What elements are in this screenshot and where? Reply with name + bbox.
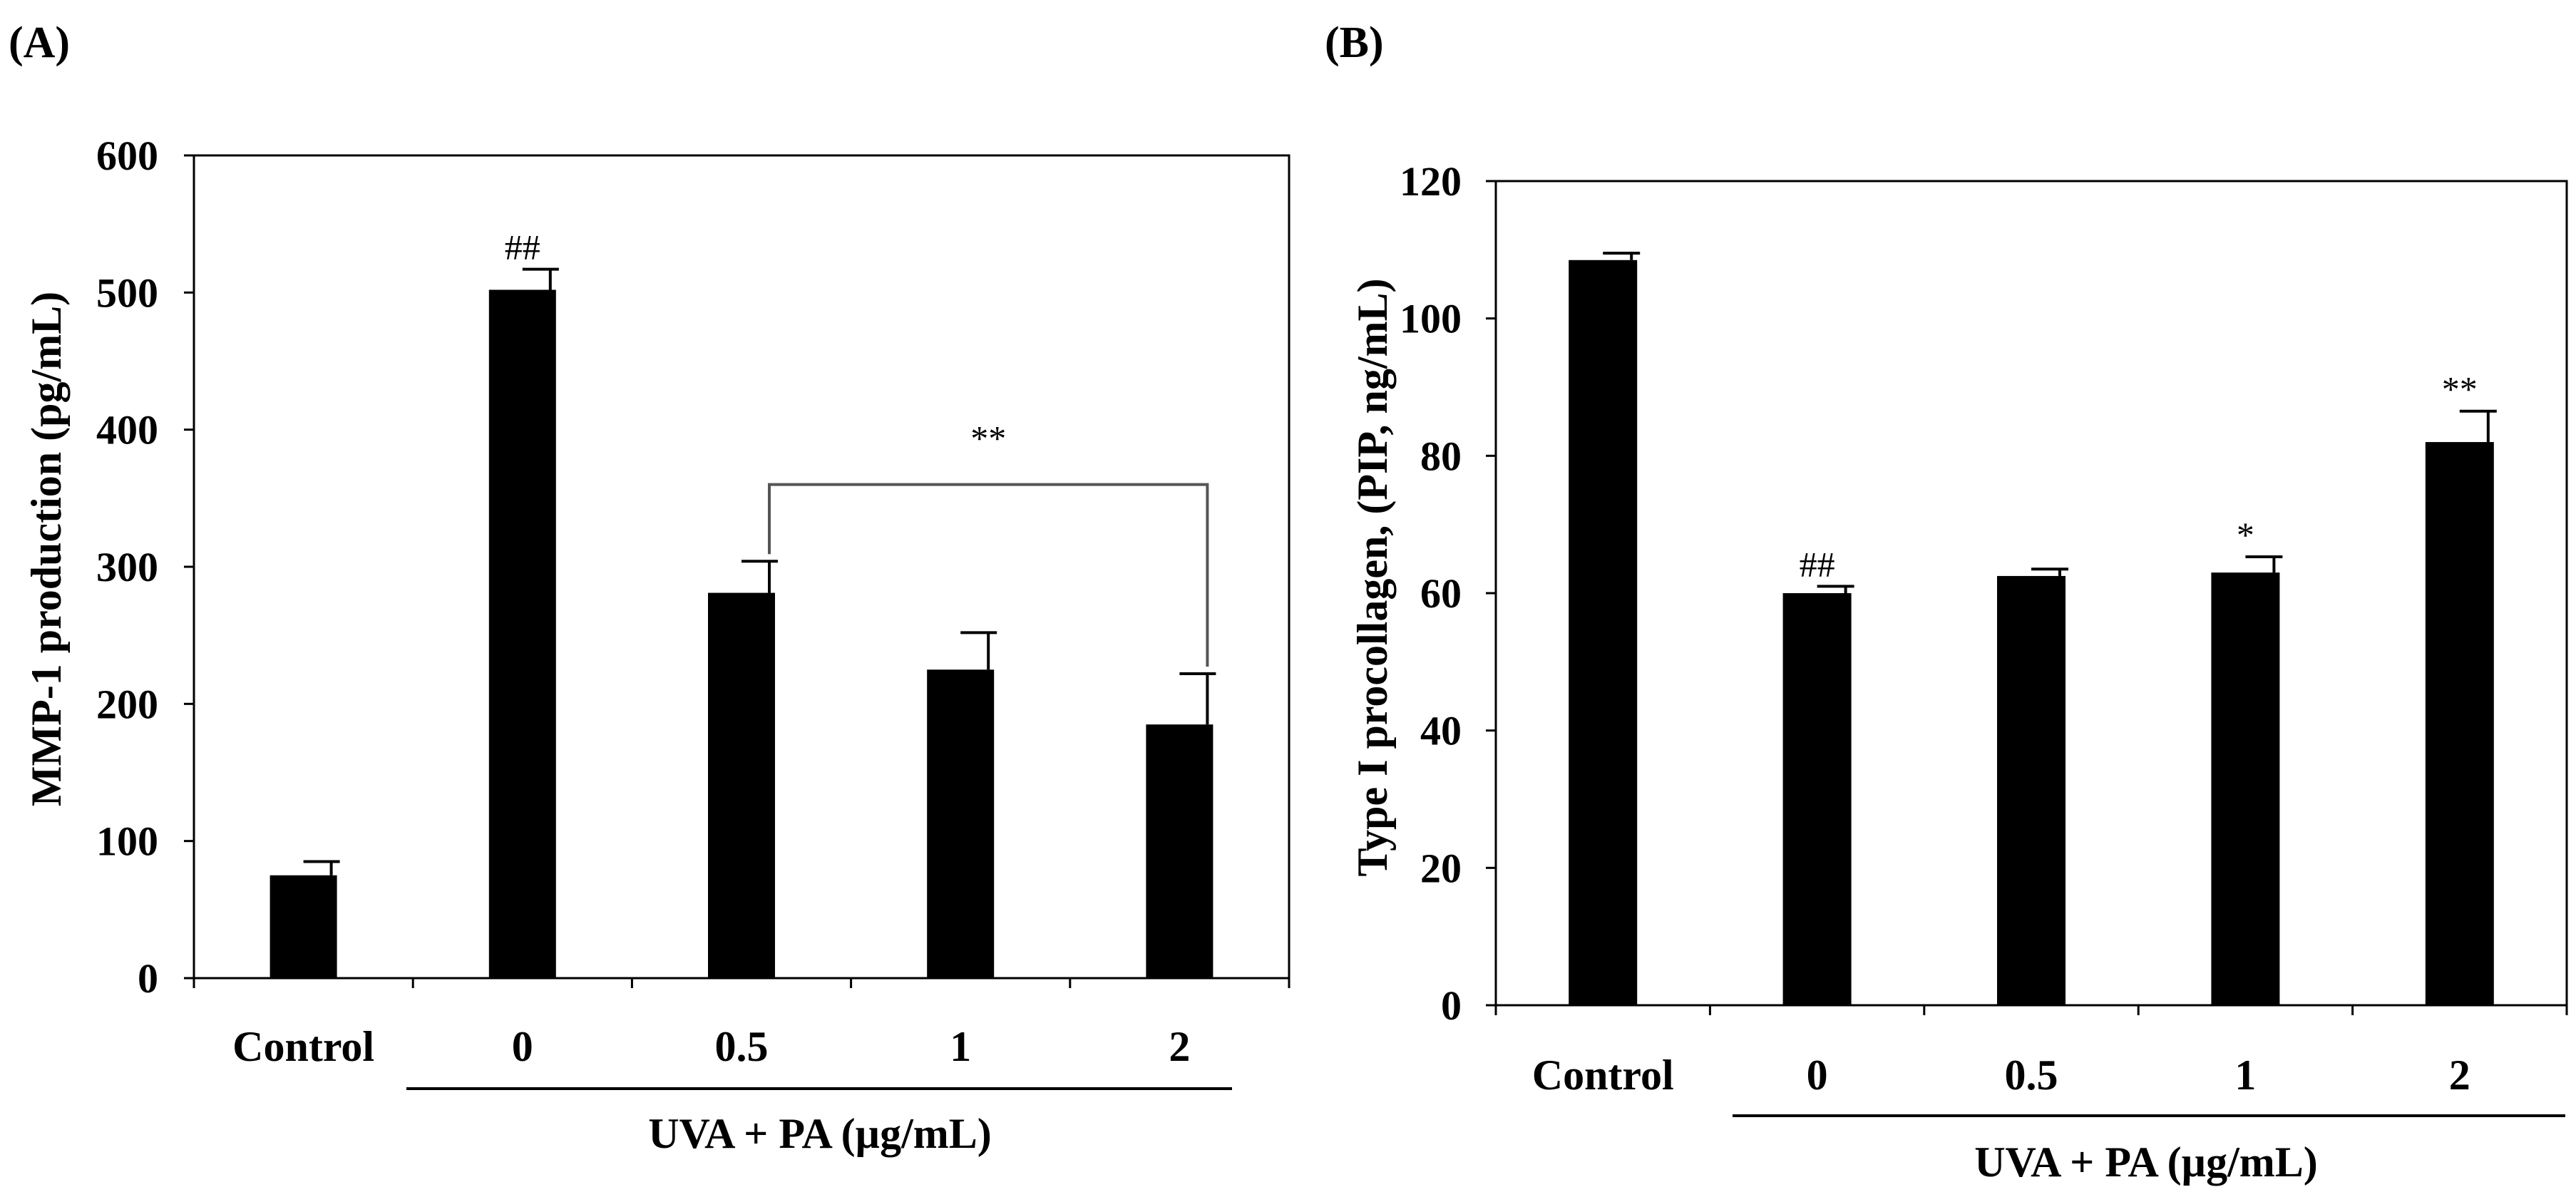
panel-b-y-tick-label: 60 — [1420, 570, 1462, 617]
panel-b-label: (B) — [1325, 19, 1384, 67]
panel-a-bar — [927, 669, 995, 978]
panel-a-category-label: 2 — [1169, 1023, 1190, 1070]
panel-a-y-tick-label: 400 — [96, 407, 158, 453]
panel-a-label: (A) — [9, 19, 70, 67]
panel-a-category-labels: Control 0 0.5 1 2 — [232, 1023, 1190, 1070]
chart-panel-a: (A) MMP-1 production (pg/mL) 0 100 200 300 4… — [9, 19, 1290, 1157]
panel-a-y-tick-label: 0 — [138, 955, 158, 1002]
panel-a-bars — [270, 267, 1216, 978]
panel-b-bar — [2425, 442, 2494, 1005]
panel-b-category-labels: Control 0 0.5 1 2 — [1532, 1052, 2470, 1099]
panel-a-bracket-label: ** — [970, 418, 1006, 458]
panel-a-y-tick-label: 600 — [96, 133, 158, 179]
panel-a-bar — [488, 289, 556, 978]
panel-b-significance-mark: * — [2237, 515, 2254, 555]
panel-b-category-label: 2 — [2449, 1052, 2470, 1099]
panel-a-bar — [270, 875, 337, 978]
panel-b-y-ticks: 0 20 40 60 80 100 120 — [1400, 158, 1496, 1029]
panel-b-bar — [2211, 572, 2280, 1005]
panel-a-plot-frame — [193, 154, 1290, 980]
panel-a-bar — [708, 592, 775, 978]
panel-a-y-tick-label: 500 — [96, 269, 158, 316]
panel-b-category-label: Control — [1532, 1052, 1674, 1099]
panel-b-category-label: 1 — [2234, 1052, 2256, 1099]
panel-a-y-ticks: 0 100 200 300 400 500 600 — [96, 133, 194, 1002]
panel-a-category-label: 0.5 — [715, 1023, 769, 1070]
panel-a-annotations: ## ** — [505, 227, 1209, 667]
chart-panel-b: (B) Type I procollagen, (PIP, ng/mL) 020… — [1325, 19, 2568, 1186]
panel-a-category-label: 1 — [950, 1023, 971, 1070]
panel-b-significance-mark: ** — [2442, 369, 2478, 409]
panel-b-bars — [1569, 252, 2497, 1005]
panel-a-y-axis-title: MMP-1 production (pg/mL) — [23, 292, 70, 806]
panel-b-x-axis-title: UVA + PA (µg/mL) — [1974, 1139, 2318, 1186]
panel-b-y-tick-label: 80 — [1420, 433, 1462, 479]
panel-b-category-label: 0 — [1807, 1052, 1828, 1099]
panel-b-plot-frame — [1494, 180, 2568, 1007]
panel-a-category-label: 0 — [512, 1023, 533, 1070]
panel-b-y-axis-title: Type I procollagen, (PIP, ng/mL) — [1349, 279, 1396, 877]
panel-b-axes — [1494, 180, 2568, 1015]
panel-a-category-label: Control — [232, 1023, 374, 1070]
panel-b-y-tick-label: 40 — [1420, 708, 1462, 754]
panel-b-annotations: ##*** — [1800, 369, 2478, 585]
panel-a-y-tick-label: 100 — [96, 818, 158, 865]
panel-b-y-tick-label: 100 — [1400, 296, 1462, 342]
panel-b-bar — [1569, 260, 1638, 1005]
panel-a-y-tick-label: 200 — [96, 681, 158, 727]
panel-b-significance-mark: ## — [1800, 544, 1835, 584]
panel-b-y-tick-label: 120 — [1400, 158, 1462, 205]
panel-b-bar — [1997, 575, 2066, 1005]
panel-a-y-tick-label: 300 — [96, 544, 158, 590]
panel-b-category-label: 0.5 — [2005, 1052, 2058, 1099]
panel-a-bar — [1146, 724, 1213, 978]
panel-a-significance-bracket — [768, 483, 1209, 667]
panel-a-significance-mark: ## — [505, 227, 540, 267]
panel-a-x-axis-title: UVA + PA (µg/mL) — [648, 1110, 992, 1157]
panel-b-y-tick-label: 20 — [1420, 845, 1462, 891]
panel-b-y-tick-label: 0 — [1441, 982, 1462, 1029]
panel-b-bar — [1782, 593, 1852, 1005]
panel-a-axes — [193, 154, 1290, 988]
